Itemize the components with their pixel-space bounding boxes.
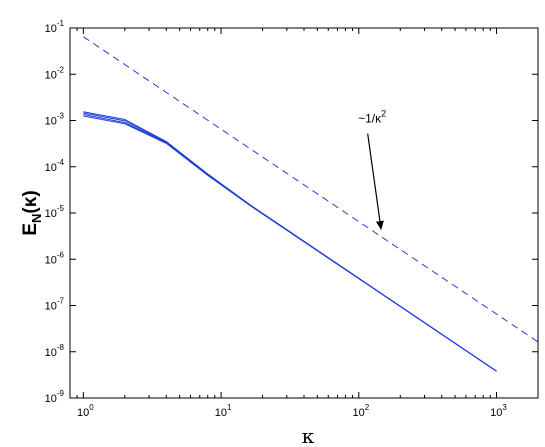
spectrum-line-2 bbox=[83, 112, 497, 372]
x-axis-label: κ bbox=[302, 424, 315, 447]
y-tick-label: 10-9 bbox=[45, 389, 65, 405]
x-tick-label: 102 bbox=[352, 403, 369, 419]
y-tick-label: 10-1 bbox=[45, 19, 65, 35]
spectrum-line-3 bbox=[83, 114, 497, 372]
reference-line-dashed bbox=[83, 36, 539, 343]
slope-annotation: ~1/κ2 bbox=[358, 109, 386, 126]
x-tick-label: 100 bbox=[77, 403, 94, 419]
y-tick-label: 10-4 bbox=[45, 158, 65, 174]
plot-frame bbox=[69, 27, 539, 399]
y-tick-label: 10-7 bbox=[45, 297, 65, 313]
y-tick-label: 10-8 bbox=[45, 343, 65, 359]
y-tick-label: 10-6 bbox=[45, 250, 65, 266]
annotation-arrow bbox=[367, 133, 384, 231]
ticks-layer: 100 101 102 103 10-9 10-8 10-7 10-6 10-5 10-4 10-3… bbox=[45, 19, 539, 419]
spectrum-line-1 bbox=[83, 111, 497, 372]
y-tick-label: 10-5 bbox=[45, 204, 65, 220]
spectrum-line-4 bbox=[83, 115, 497, 372]
axis-labels-layer: κ EN(κ) bbox=[20, 190, 315, 447]
x-tick-label: 101 bbox=[215, 403, 232, 419]
y-tick-label: 10-2 bbox=[45, 65, 65, 81]
annotation-layer: ~1/κ2 bbox=[358, 109, 386, 231]
series-layer bbox=[83, 36, 539, 372]
x-tick-label: 103 bbox=[490, 403, 507, 419]
y-axis-label: EN(κ) bbox=[20, 190, 44, 235]
y-tick-label: 10-3 bbox=[45, 112, 65, 128]
